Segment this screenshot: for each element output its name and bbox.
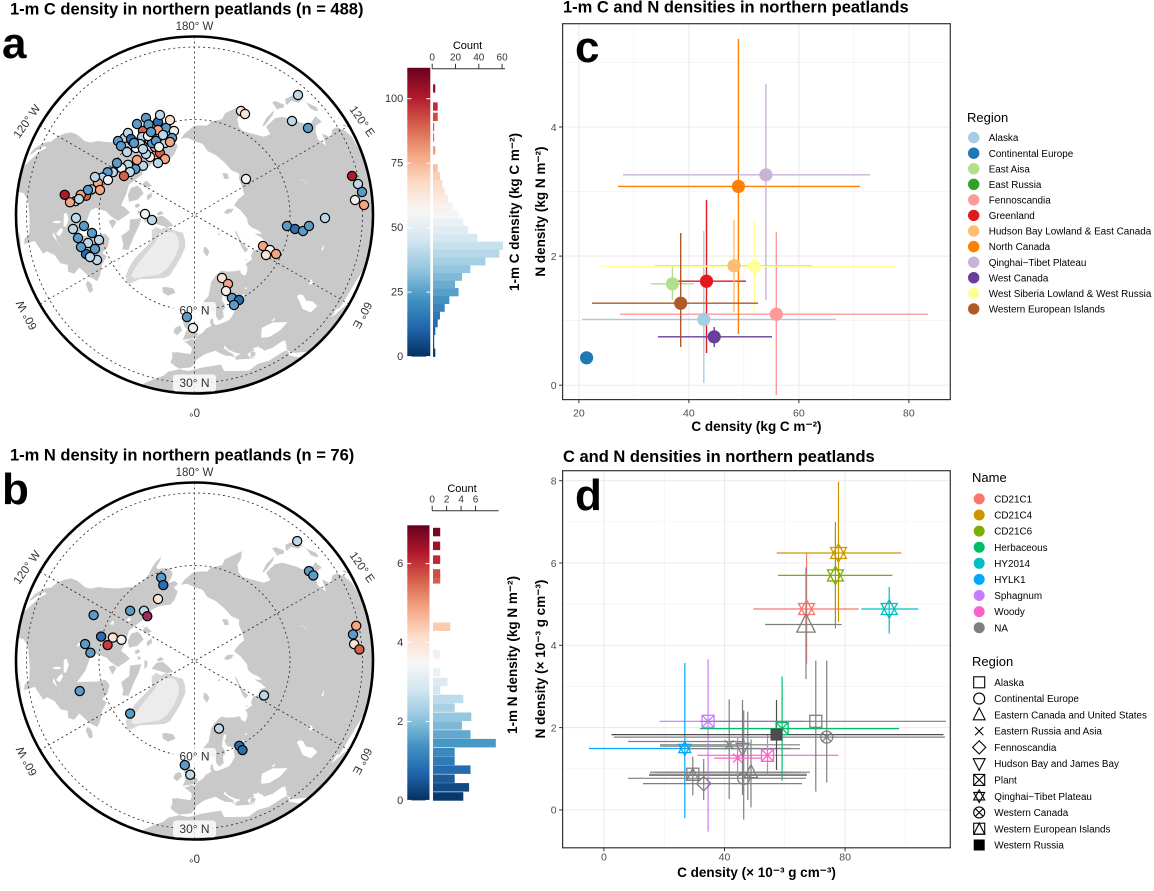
svg-text:N density (kg N m⁻²): N density (kg N m⁻²) — [533, 147, 548, 277]
svg-text:2: 2 — [397, 716, 403, 728]
svg-text:Plant: Plant — [994, 776, 1017, 787]
svg-text:East Aisa: East Aisa — [989, 164, 1031, 175]
svg-text:Alaska: Alaska — [994, 678, 1024, 689]
svg-text:2: 2 — [551, 722, 557, 734]
svg-text:80: 80 — [903, 407, 915, 419]
svg-text:Continental Europe: Continental Europe — [989, 149, 1074, 160]
svg-text:4: 4 — [458, 494, 464, 505]
svg-text:Hudson Bay Lowland & East Cana: Hudson Bay Lowland & East Canada — [989, 227, 1152, 238]
svg-text:N density (× 10⁻³ g cm⁻³): N density (× 10⁻³ g cm⁻³) — [533, 580, 548, 739]
svg-text:0: 0 — [551, 805, 557, 817]
svg-text:North Canada: North Canada — [989, 242, 1051, 253]
svg-text:Qinghai−Tibet Plateau: Qinghai−Tibet Plateau — [994, 792, 1092, 803]
svg-text:1-m C density in northern peat: 1-m C density in northern peatlands (n =… — [10, 1, 363, 19]
svg-text:0°: 0° — [189, 406, 200, 418]
svg-text:Herbaceous: Herbaceous — [994, 543, 1047, 554]
svg-text:C density (× 10⁻³ g cm⁻³): C density (× 10⁻³ g cm⁻³) — [677, 865, 836, 880]
svg-text:East Russia: East Russia — [989, 180, 1042, 191]
svg-text:Fennoscandia: Fennoscandia — [994, 743, 1057, 754]
svg-text:50: 50 — [391, 222, 403, 234]
svg-text:Count: Count — [447, 483, 476, 495]
svg-text:1-m C density (kg C m⁻²): 1-m C density (kg C m⁻²) — [507, 133, 522, 291]
svg-text:Greenland: Greenland — [989, 211, 1035, 222]
svg-text:Fennoscandia: Fennoscandia — [989, 196, 1052, 207]
svg-text:0: 0 — [429, 53, 435, 64]
svg-text:HY2014: HY2014 — [994, 559, 1030, 570]
svg-text:Sphagnum: Sphagnum — [994, 591, 1042, 602]
svg-text:60: 60 — [497, 53, 509, 64]
svg-text:0°: 0° — [189, 852, 200, 864]
svg-text:4: 4 — [551, 640, 557, 652]
svg-text:Qinghai−Tibet Plateau: Qinghai−Tibet Plateau — [989, 258, 1087, 269]
svg-text:d: d — [575, 471, 602, 520]
svg-text:4: 4 — [397, 637, 403, 649]
svg-text:30° N: 30° N — [179, 376, 209, 390]
svg-text:Western European Islands: Western European Islands — [994, 824, 1110, 835]
svg-text:Woody: Woody — [994, 607, 1025, 618]
svg-text:6: 6 — [473, 494, 479, 505]
svg-text:a: a — [2, 19, 27, 68]
svg-text:West Siberia Lowland & West Ru: West Siberia Lowland & West Russia — [989, 289, 1152, 300]
svg-text:80: 80 — [839, 851, 851, 863]
svg-text:0: 0 — [397, 795, 403, 807]
svg-text:0: 0 — [551, 380, 557, 392]
svg-text:C density (kg C m⁻²): C density (kg C m⁻²) — [691, 419, 821, 434]
svg-text:c: c — [575, 23, 599, 72]
svg-text:CD21C6: CD21C6 — [994, 527, 1032, 538]
svg-text:Alaska: Alaska — [989, 133, 1019, 144]
svg-text:8: 8 — [551, 476, 557, 488]
svg-text:Continental Europe: Continental Europe — [994, 694, 1079, 705]
svg-text:25: 25 — [391, 287, 403, 299]
svg-text:0: 0 — [429, 494, 435, 505]
svg-text:Count: Count — [453, 40, 482, 52]
svg-text:Region: Region — [972, 654, 1013, 669]
svg-text:1-m N density (kg N m⁻²): 1-m N density (kg N m⁻²) — [505, 576, 520, 734]
svg-text:C and N densities in northern: C and N densities in northern peatlands — [563, 448, 875, 466]
svg-text:180° W: 180° W — [176, 21, 214, 33]
svg-text:6: 6 — [551, 558, 557, 570]
svg-text:Hudson Bay and James Bay: Hudson Bay and James Bay — [994, 759, 1119, 770]
svg-text:Eastern Russia and Asia: Eastern Russia and Asia — [994, 727, 1102, 738]
svg-text:75: 75 — [391, 158, 403, 170]
svg-text:0: 0 — [397, 351, 403, 363]
svg-text:0: 0 — [601, 851, 607, 863]
svg-text:4: 4 — [551, 122, 557, 134]
svg-text:Eastern Canada and United Stat: Eastern Canada and United States — [994, 710, 1147, 721]
svg-text:40: 40 — [473, 53, 485, 64]
svg-text:Name: Name — [972, 470, 1007, 485]
svg-text:West Canada: West Canada — [989, 273, 1049, 284]
svg-text:60° N: 60° N — [179, 750, 209, 764]
svg-text:40: 40 — [683, 407, 695, 419]
svg-text:60: 60 — [793, 407, 805, 419]
svg-text:CD21C4: CD21C4 — [994, 511, 1032, 522]
svg-text:HYLK1: HYLK1 — [994, 575, 1026, 586]
svg-text:CD21C1: CD21C1 — [994, 495, 1032, 506]
svg-text:1-m N density in northern peat: 1-m N density in northern peatlands (n =… — [10, 447, 354, 465]
svg-text:Region: Region — [967, 110, 1008, 125]
svg-text:40: 40 — [719, 851, 731, 863]
svg-text:180° W: 180° W — [176, 467, 214, 479]
svg-text:Western Russia: Western Russia — [994, 841, 1064, 852]
svg-text:20: 20 — [573, 407, 585, 419]
svg-text:30° N: 30° N — [179, 822, 209, 836]
svg-text:NA: NA — [994, 623, 1008, 634]
svg-text:1-m C and N densities in north: 1-m C and N densities in northern peatla… — [563, 0, 909, 17]
svg-text:20: 20 — [450, 53, 462, 64]
svg-text:b: b — [2, 465, 29, 514]
svg-text:100: 100 — [385, 93, 403, 105]
svg-text:6: 6 — [397, 558, 403, 570]
svg-text:Western Canada: Western Canada — [994, 808, 1068, 819]
svg-text:2: 2 — [551, 251, 557, 263]
svg-text:2: 2 — [444, 494, 450, 505]
svg-text:Western European Islands: Western European Islands — [989, 305, 1105, 316]
